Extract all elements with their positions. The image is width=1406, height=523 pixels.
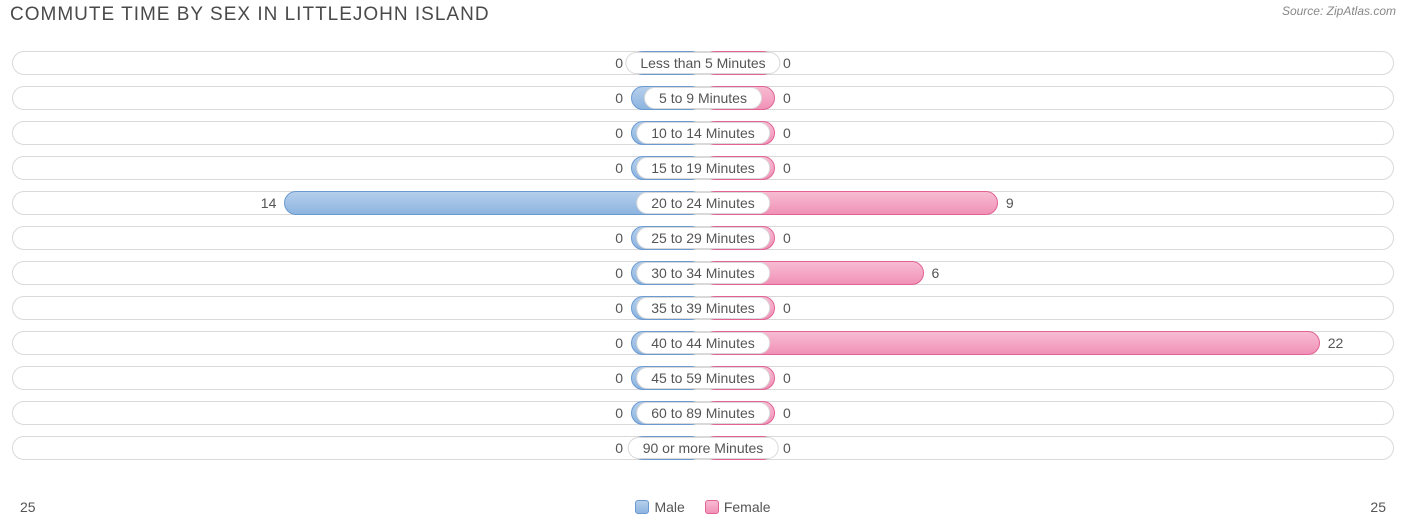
- male-value: 0: [607, 335, 631, 351]
- data-row: 0 0 45 to 59 Minutes: [12, 363, 1394, 393]
- female-value: 0: [775, 440, 799, 456]
- female-value: 0: [775, 90, 799, 106]
- legend-female-label: Female: [724, 499, 771, 515]
- male-value: 0: [607, 300, 631, 316]
- category-label: 10 to 14 Minutes: [636, 122, 770, 144]
- category-label: 35 to 39 Minutes: [636, 297, 770, 319]
- category-label: 5 to 9 Minutes: [644, 87, 762, 109]
- legend: Male Female: [635, 499, 770, 515]
- data-row: 0 0 25 to 29 Minutes: [12, 223, 1394, 253]
- chart-footer: 25 Male Female 25: [0, 499, 1406, 515]
- male-value: 0: [607, 125, 631, 141]
- female-value: 22: [1320, 335, 1352, 351]
- female-value: 9: [998, 195, 1022, 211]
- chart-title: COMMUTE TIME BY SEX IN LITTLEJOHN ISLAND: [10, 4, 490, 26]
- data-row: 00Less than 5 Minutes: [12, 48, 1394, 78]
- data-row: 0 6 30 to 34 Minutes: [12, 258, 1394, 288]
- female-value: 0: [775, 370, 799, 386]
- female-value: 0: [775, 300, 799, 316]
- legend-female: Female: [705, 499, 771, 515]
- category-label: 90 or more Minutes: [628, 437, 779, 459]
- legend-male-label: Male: [654, 499, 684, 515]
- data-row: 0 0 10 to 14 Minutes: [12, 118, 1394, 148]
- category-label: 15 to 19 Minutes: [636, 157, 770, 179]
- category-label: 30 to 34 Minutes: [636, 262, 770, 284]
- category-label: 60 to 89 Minutes: [636, 402, 770, 424]
- data-row: 0 0 60 to 89 Minutes: [12, 398, 1394, 428]
- axis-left-max: 25: [20, 499, 36, 515]
- male-value: 0: [607, 230, 631, 246]
- male-value: 0: [607, 265, 631, 281]
- chart-header: COMMUTE TIME BY SEX IN LITTLEJOHN ISLAND…: [0, 0, 1406, 26]
- data-row: 0 0 15 to 19 Minutes: [12, 153, 1394, 183]
- female-swatch-icon: [705, 500, 719, 514]
- female-value: 0: [775, 125, 799, 141]
- male-swatch-icon: [635, 500, 649, 514]
- category-label: Less than 5 Minutes: [625, 52, 780, 74]
- category-label: 40 to 44 Minutes: [636, 332, 770, 354]
- male-value: 0: [607, 370, 631, 386]
- chart-source: Source: ZipAtlas.com: [1282, 4, 1396, 18]
- female-value: 0: [775, 230, 799, 246]
- female-value: 6: [924, 265, 948, 281]
- data-row: 0 0 5 to 9 Minutes: [12, 83, 1394, 113]
- female-half: 22: [703, 331, 1351, 355]
- legend-male: Male: [635, 499, 684, 515]
- data-row: 0 0 35 to 39 Minutes: [12, 293, 1394, 323]
- data-row: 0 22 40 to 44 Minutes: [12, 328, 1394, 358]
- category-label: 20 to 24 Minutes: [636, 192, 770, 214]
- male-value: 0: [607, 405, 631, 421]
- female-value: 0: [775, 405, 799, 421]
- category-label: 25 to 29 Minutes: [636, 227, 770, 249]
- male-value: 14: [253, 195, 285, 211]
- data-row: 0090 or more Minutes: [12, 433, 1394, 463]
- data-row: 14 9 20 to 24 Minutes: [12, 188, 1394, 218]
- male-value: 0: [607, 160, 631, 176]
- chart-area: 00Less than 5 Minutes005 to 9 Minutes001…: [12, 48, 1394, 468]
- male-value: 0: [607, 90, 631, 106]
- axis-right-max: 25: [1370, 499, 1386, 515]
- category-label: 45 to 59 Minutes: [636, 367, 770, 389]
- female-bar: [703, 331, 1320, 355]
- female-value: 0: [775, 160, 799, 176]
